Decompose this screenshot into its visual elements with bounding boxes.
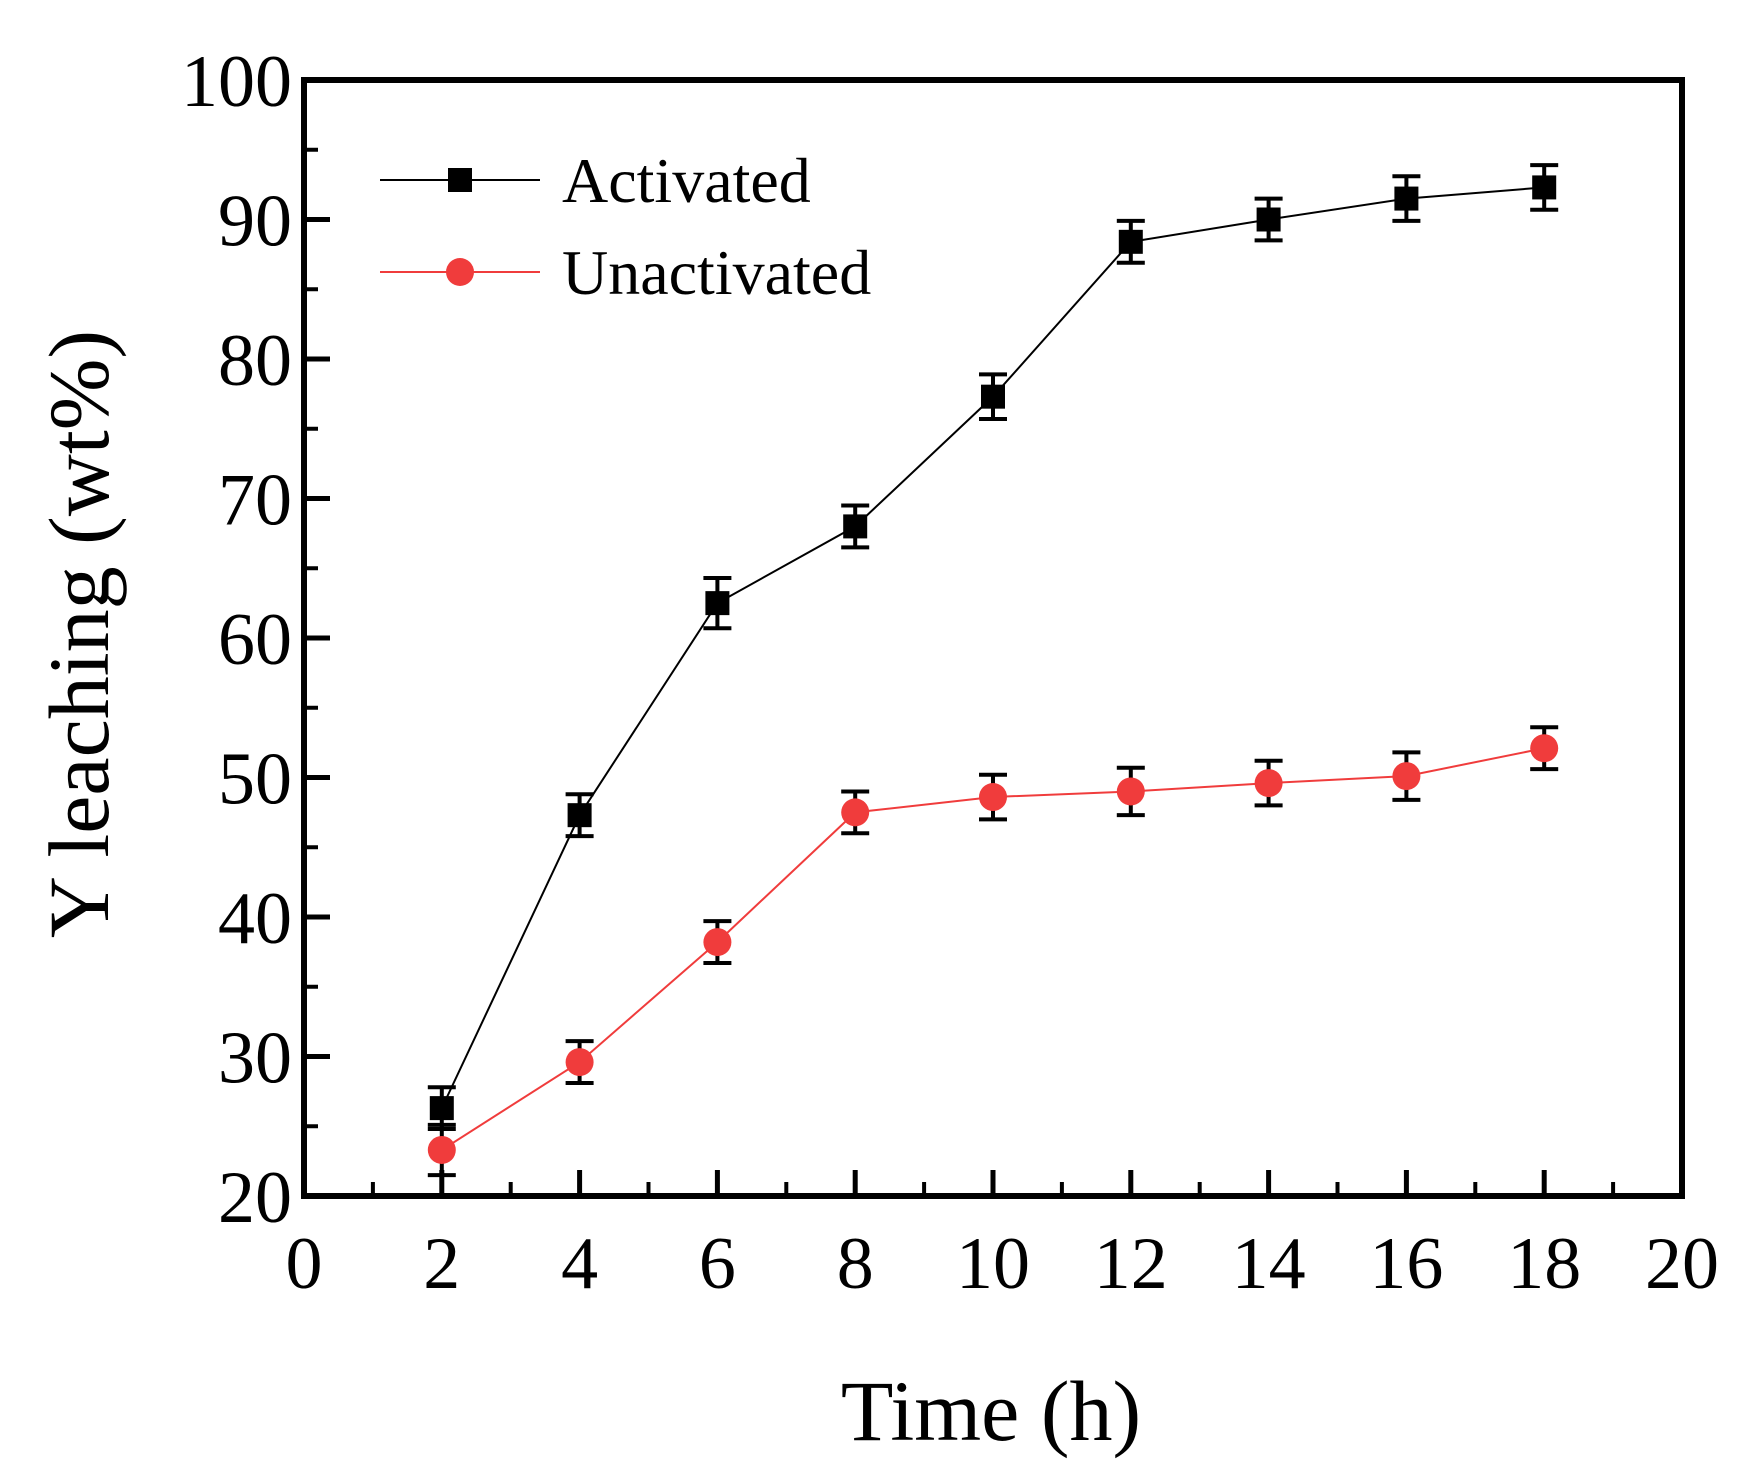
unactivated-data-point bbox=[565, 1048, 594, 1077]
y-tick-label: 50 bbox=[218, 739, 292, 821]
x-tick-label: 20 bbox=[1645, 1223, 1719, 1305]
x-tick-label: 10 bbox=[956, 1223, 1030, 1305]
activated-data-point bbox=[1532, 175, 1557, 200]
y-tick-label: 30 bbox=[218, 1018, 292, 1100]
x-tick-label: 6 bbox=[699, 1223, 736, 1305]
y-tick-label: 70 bbox=[218, 460, 292, 542]
activated-data-point bbox=[1118, 229, 1143, 254]
y-tick-label: 90 bbox=[218, 181, 292, 263]
activated-data-point bbox=[981, 384, 1005, 409]
x-tick-label: 14 bbox=[1232, 1223, 1306, 1305]
x-tick-label: 2 bbox=[423, 1223, 460, 1305]
activated-data-point bbox=[567, 803, 592, 828]
x-tick-label: 12 bbox=[1094, 1223, 1168, 1305]
legend-marker bbox=[446, 258, 474, 286]
unactivated-data-point bbox=[979, 783, 1007, 812]
activated-data-point bbox=[429, 1096, 454, 1121]
activated-series-line bbox=[440, 186, 1545, 1109]
legend-label: Unactivated bbox=[562, 237, 871, 308]
unactivated-data-point bbox=[841, 798, 870, 827]
legend: Activated Unactivated bbox=[380, 145, 871, 308]
x-axis-title: Time (h) bbox=[841, 1363, 1141, 1459]
unactivated-data-point bbox=[1530, 734, 1559, 763]
y-tick-label: 60 bbox=[218, 599, 292, 681]
unactivated-data-point bbox=[703, 928, 732, 957]
activated-data-point bbox=[1394, 186, 1419, 211]
unactivated-data-point bbox=[1254, 769, 1283, 798]
y-tick-label: 40 bbox=[218, 878, 292, 960]
unactivated-data-point bbox=[1392, 762, 1421, 791]
axes: 0 2 4 6 8 10 12 14 16 18 20 20 30 40 50 60 70 80 90 100 bbox=[181, 41, 1719, 1305]
plot-area bbox=[427, 163, 1559, 1178]
y-tick-label: 20 bbox=[218, 1157, 292, 1239]
x-tick-label: 0 bbox=[286, 1223, 323, 1305]
activated-data-point bbox=[843, 514, 868, 539]
activated-data-point bbox=[705, 591, 730, 616]
y-tick-label: 80 bbox=[218, 320, 292, 402]
legend-entry-activated: Activated bbox=[380, 145, 811, 216]
legend-marker bbox=[448, 168, 472, 192]
legend-entry-unactivated: Unactivated bbox=[380, 237, 871, 308]
unactivated-data-point bbox=[1116, 777, 1145, 806]
legend-label: Activated bbox=[562, 145, 811, 216]
x-tick-label: 8 bbox=[837, 1223, 874, 1305]
activated-data-point bbox=[1256, 207, 1281, 232]
x-tick-label: 16 bbox=[1369, 1223, 1443, 1305]
y-axis-title: Y leaching (wt%) bbox=[31, 330, 127, 938]
unactivated-data-point bbox=[427, 1135, 456, 1164]
x-tick-label: 18 bbox=[1507, 1223, 1581, 1305]
plot-frame bbox=[301, 77, 1685, 1199]
x-tick-label: 4 bbox=[561, 1223, 598, 1305]
y-tick-label: 100 bbox=[181, 41, 292, 123]
